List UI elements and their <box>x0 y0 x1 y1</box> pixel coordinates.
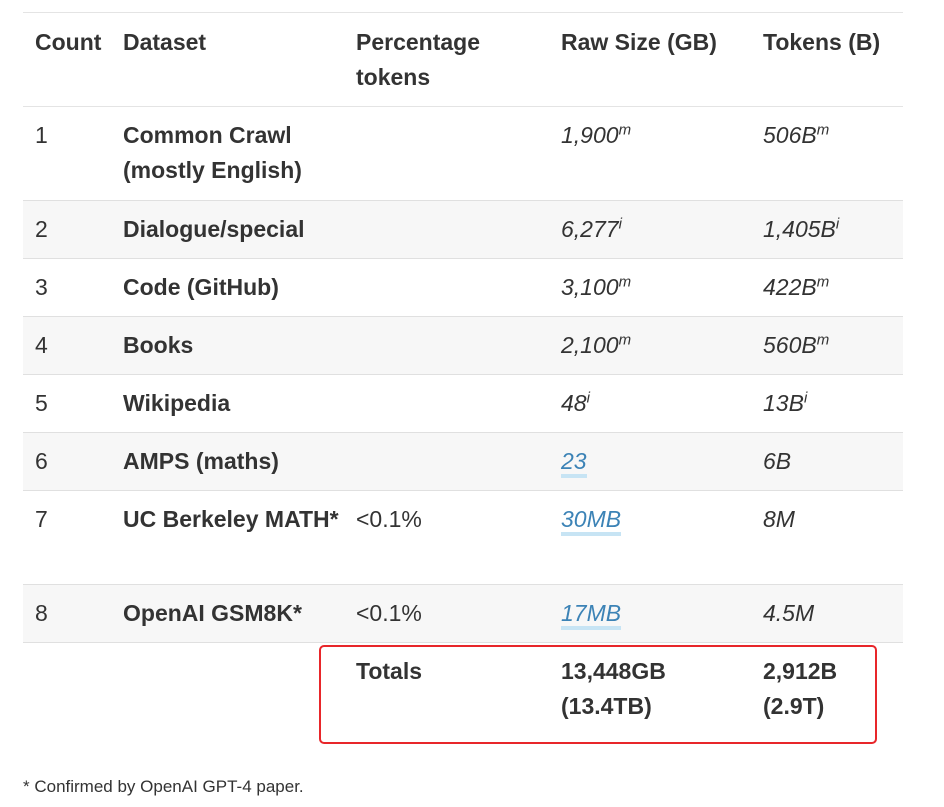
totals-tokens: 2,912B (2.9T) <box>763 658 838 719</box>
percentage-cell: <0.1% <box>356 506 422 532</box>
raw-size-cell: 17MB <box>549 585 751 643</box>
totals-raw-size: 13,448GB (13.4TB) <box>561 658 666 719</box>
totals-count-cell <box>23 643 111 747</box>
raw-size-value: 6,277 <box>561 216 619 242</box>
header-dataset: Dataset <box>111 12 344 107</box>
tokens-value: 1,405B <box>763 216 836 242</box>
tokens-cell: 13Bi <box>751 375 903 433</box>
tokens-footnote-mark: i <box>803 389 808 407</box>
count-cell: 1 <box>35 122 48 148</box>
percentage-cell <box>344 375 549 433</box>
percentage-cell <box>344 201 549 259</box>
dataset-cell: Books <box>123 332 194 358</box>
table-row: 5 Wikipedia 48i 13Bi <box>23 375 903 433</box>
dataset-cell: UC Berkeley MATH* <box>123 506 339 532</box>
percentage-cell <box>344 259 549 317</box>
raw-size-cell: 3,100m <box>549 259 751 317</box>
tokens-cell: 6B <box>763 448 792 474</box>
dataset-cell: Common Crawl (mostly English) <box>123 122 302 183</box>
percentage-cell <box>344 317 549 375</box>
totals-dataset-cell <box>111 643 344 747</box>
raw-size-cell: 23 <box>549 433 751 491</box>
raw-size-cell: 48i <box>549 375 751 433</box>
table-row: 3 Code (GitHub) 3,100m 422Bm <box>23 259 903 317</box>
percentage-cell <box>344 433 549 491</box>
tokens-footnote-mark: i <box>835 215 840 233</box>
count-cell: 2 <box>35 216 48 242</box>
raw-size-footnote-mark: m <box>618 331 632 349</box>
count-cell: 5 <box>35 390 48 416</box>
tokens-footnote-mark: m <box>816 121 830 139</box>
tokens-cell: 560Bm <box>751 317 903 375</box>
raw-size-link[interactable]: 30MB <box>561 506 622 536</box>
dataset-cell: Dialogue/special <box>123 216 305 242</box>
totals-label: Totals <box>356 658 423 684</box>
count-cell: 7 <box>35 506 48 532</box>
raw-size-link[interactable]: 17MB <box>561 600 622 630</box>
raw-size-value: 2,100 <box>561 332 619 358</box>
table-row: 7 UC Berkeley MATH* <0.1% 30MB 8M <box>23 491 903 585</box>
raw-size-footnote-mark: i <box>618 215 622 233</box>
tokens-value: 13B <box>763 390 804 416</box>
dataset-cell: Wikipedia <box>123 390 231 416</box>
header-tokens: Tokens (B) <box>751 12 903 107</box>
percentage-cell: <0.1% <box>356 600 422 626</box>
tokens-footnote-mark: m <box>816 273 830 291</box>
tokens-value: 560B <box>763 332 817 358</box>
percentage-cell <box>344 107 549 201</box>
raw-size-cell: 30MB <box>549 491 751 585</box>
totals-row: Totals 13,448GB (13.4TB) 2,912B (2.9T) <box>23 642 903 747</box>
raw-size-value: 3,100 <box>561 274 619 300</box>
header-count: Count <box>23 12 111 107</box>
dataset-cell: OpenAI GSM8K* <box>123 600 302 626</box>
tokens-cell: 422Bm <box>751 259 903 317</box>
table-row: 1 Common Crawl (mostly English) 1,900m 5… <box>23 107 903 201</box>
raw-size-footnote-mark: i <box>586 389 590 407</box>
count-cell: 3 <box>35 274 48 300</box>
tokens-cell: 1,405Bi <box>751 201 903 259</box>
tokens-value: 422B <box>763 274 817 300</box>
raw-size-cell: 2,100m <box>549 317 751 375</box>
table-row: 2 Dialogue/special 6,277i 1,405Bi <box>23 200 903 259</box>
dataset-cell: Code (GitHub) <box>123 274 279 300</box>
tokens-cell: 506Bm <box>751 107 903 201</box>
table-row: 4 Books 2,100m 560Bm <box>23 316 903 375</box>
count-cell: 4 <box>35 332 48 358</box>
raw-size-value: 48 <box>561 390 587 416</box>
dataset-cell: AMPS (maths) <box>123 448 279 474</box>
table-row: 6 AMPS (maths) 23 6B <box>23 432 903 491</box>
totals-highlight-box <box>319 645 877 744</box>
tokens-cell: 4.5M <box>763 600 815 626</box>
tokens-cell: 8M <box>763 506 795 532</box>
header-percentage-tokens: Percentage tokens <box>344 12 549 107</box>
header-raw-size: Raw Size (GB) <box>549 12 751 107</box>
footnote: * Confirmed by OpenAI GPT-4 paper. <box>23 777 304 796</box>
dataset-table: Count Dataset Percentage tokens Raw Size… <box>23 12 903 747</box>
raw-size-cell: 1,900m <box>549 107 751 201</box>
raw-size-cell: 6,277i <box>549 201 751 259</box>
raw-size-link[interactable]: 23 <box>561 448 587 478</box>
raw-size-value: 1,900 <box>561 122 619 148</box>
tokens-footnote-mark: m <box>816 331 830 349</box>
count-cell: 8 <box>35 600 48 626</box>
header-row: Count Dataset Percentage tokens Raw Size… <box>23 12 903 107</box>
raw-size-footnote-mark: m <box>618 273 632 291</box>
tokens-value: 506B <box>763 122 817 148</box>
table-row: 8 OpenAI GSM8K* <0.1% 17MB 4.5M <box>23 584 903 643</box>
raw-size-footnote-mark: m <box>618 121 632 139</box>
count-cell: 6 <box>35 448 48 474</box>
